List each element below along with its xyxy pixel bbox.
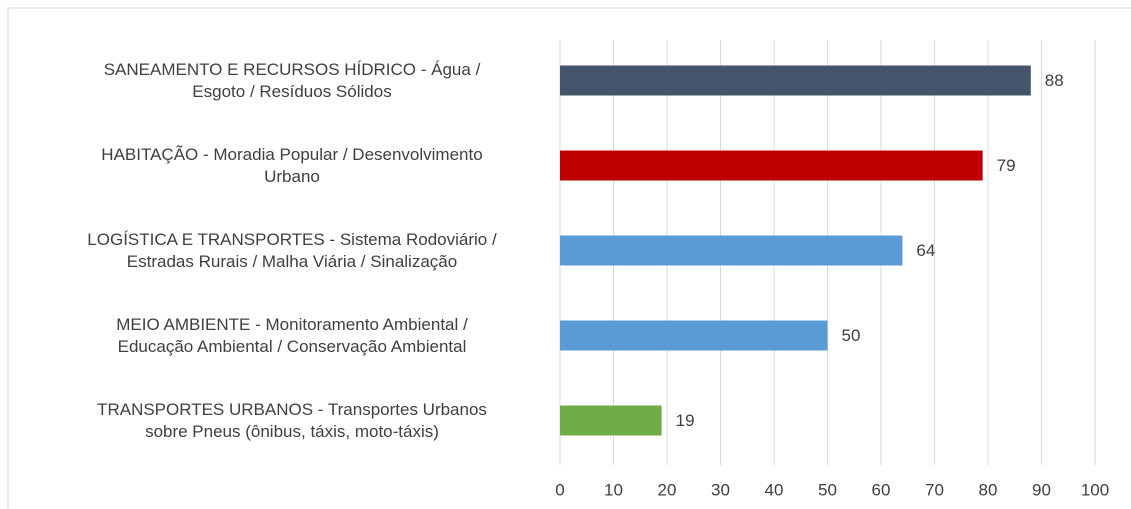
data-label: 79 xyxy=(997,156,1016,175)
x-tick-label: 70 xyxy=(925,480,944,499)
x-tick-label: 90 xyxy=(1032,480,1051,499)
y-tick-label: MEIO AMBIENTE - Monitoramento Ambiental … xyxy=(116,314,468,356)
x-tick-label: 100 xyxy=(1081,480,1109,499)
bar xyxy=(560,320,828,351)
bar xyxy=(560,150,983,181)
y-tick-label: TRANSPORTES URBANOS - Transportes Urbano… xyxy=(97,399,487,441)
x-tick-label: 40 xyxy=(765,480,784,499)
y-tick-label: HABITAÇÃO - Moradia Popular / Desenvolvi… xyxy=(101,144,483,186)
x-tick-label: 80 xyxy=(979,480,998,499)
frame xyxy=(7,7,1131,509)
bar xyxy=(560,65,1031,96)
x-tick-label: 30 xyxy=(711,480,730,499)
data-label: 19 xyxy=(676,411,695,430)
data-label: 50 xyxy=(842,326,861,345)
x-tick-label: 60 xyxy=(872,480,891,499)
x-tick-label: 10 xyxy=(604,480,623,499)
bar xyxy=(560,235,903,266)
y-tick-label: LOGÍSTICA E TRANSPORTES - Sistema Rodovi… xyxy=(87,229,497,271)
x-tick-label: 50 xyxy=(818,480,837,499)
x-tick-label: 20 xyxy=(658,480,677,499)
y-tick-label: SANEAMENTO E RECURSOS HÍDRICO - Água / E… xyxy=(103,59,481,101)
bar xyxy=(560,405,662,436)
data-label: 64 xyxy=(916,241,935,260)
x-tick-label: 0 xyxy=(555,480,564,499)
data-label: 88 xyxy=(1045,71,1064,90)
